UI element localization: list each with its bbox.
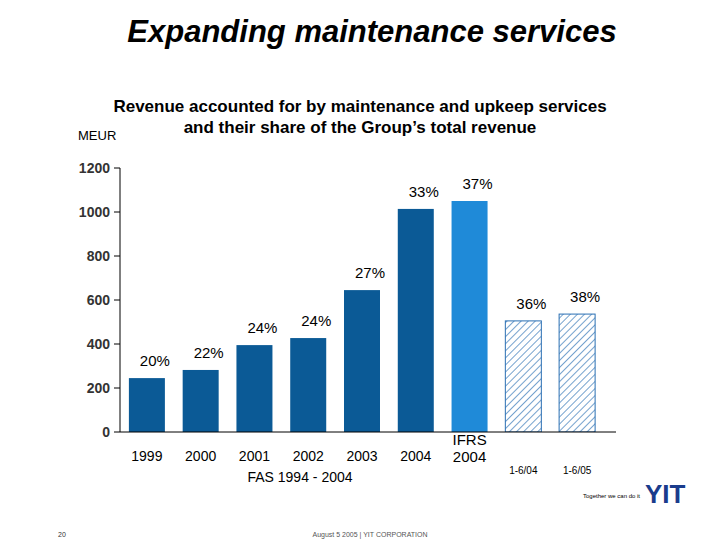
bar [236,345,272,432]
title: Expanding maintenance services [127,14,616,49]
bar [344,290,380,432]
subtitle: and their share of the Group’s total rev… [184,118,537,137]
page-number: 20 [58,531,66,538]
bar [183,370,219,432]
share-label: 27% [355,264,385,281]
bar [290,338,326,432]
y-tick-label: 600 [87,292,111,308]
bars [129,201,595,432]
bar [398,209,434,432]
y-tick [114,344,120,345]
tagline: Together we can do it [583,493,640,499]
y-tick [114,168,120,169]
x-tick-label: 2000 [185,448,216,464]
share-label: 36% [516,295,546,312]
x-tick-label: IFRS2004 [452,431,486,465]
bar [129,378,165,432]
bar [505,321,541,432]
y-tick-label: 200 [87,380,111,396]
y-tick-label: 0 [102,424,110,440]
group-label: FAS 1994 - 2004 [247,469,352,485]
y-tick [114,300,120,301]
y-tick-label: 1000 [79,204,110,220]
x-axis-line [120,432,616,433]
x-tick-label: 1-6/05 [563,465,592,476]
bar [559,314,595,432]
y-axis-label: MEUR [78,128,116,143]
share-label: 22% [194,344,224,361]
bar [452,201,488,432]
x-tick-label: 2003 [346,448,377,464]
share-label: 33% [409,183,439,200]
share-label: 38% [570,288,600,305]
x-tick-label: 1-6/04 [509,465,538,476]
background [0,0,720,540]
y-tick [114,388,120,389]
subtitle: Revenue accounted for by maintenance and… [113,97,606,116]
x-tick-label: 2004 [400,448,431,464]
share-label: 37% [463,175,493,192]
share-label: 24% [247,319,277,336]
chart-root: Expanding maintenance services Revenue ac… [0,0,720,540]
x-tick-label: 2001 [239,448,270,464]
share-label: 24% [301,312,331,329]
footer: August 5 2005 | YIT CORPORATION [312,531,427,539]
y-tick [114,256,120,257]
x-tick-label-line: 2004 [453,448,486,465]
logo: YIT [645,479,686,509]
x-tick-label-line: IFRS [452,431,486,448]
y-tick [114,432,120,433]
share-label: 20% [140,352,170,369]
y-tick-label: 400 [87,336,111,352]
y-tick [114,212,120,213]
y-tick-label: 800 [87,248,111,264]
y-tick-label: 1200 [79,160,110,176]
x-tick-label: 2002 [293,448,324,464]
x-tick-label: 1999 [131,448,162,464]
